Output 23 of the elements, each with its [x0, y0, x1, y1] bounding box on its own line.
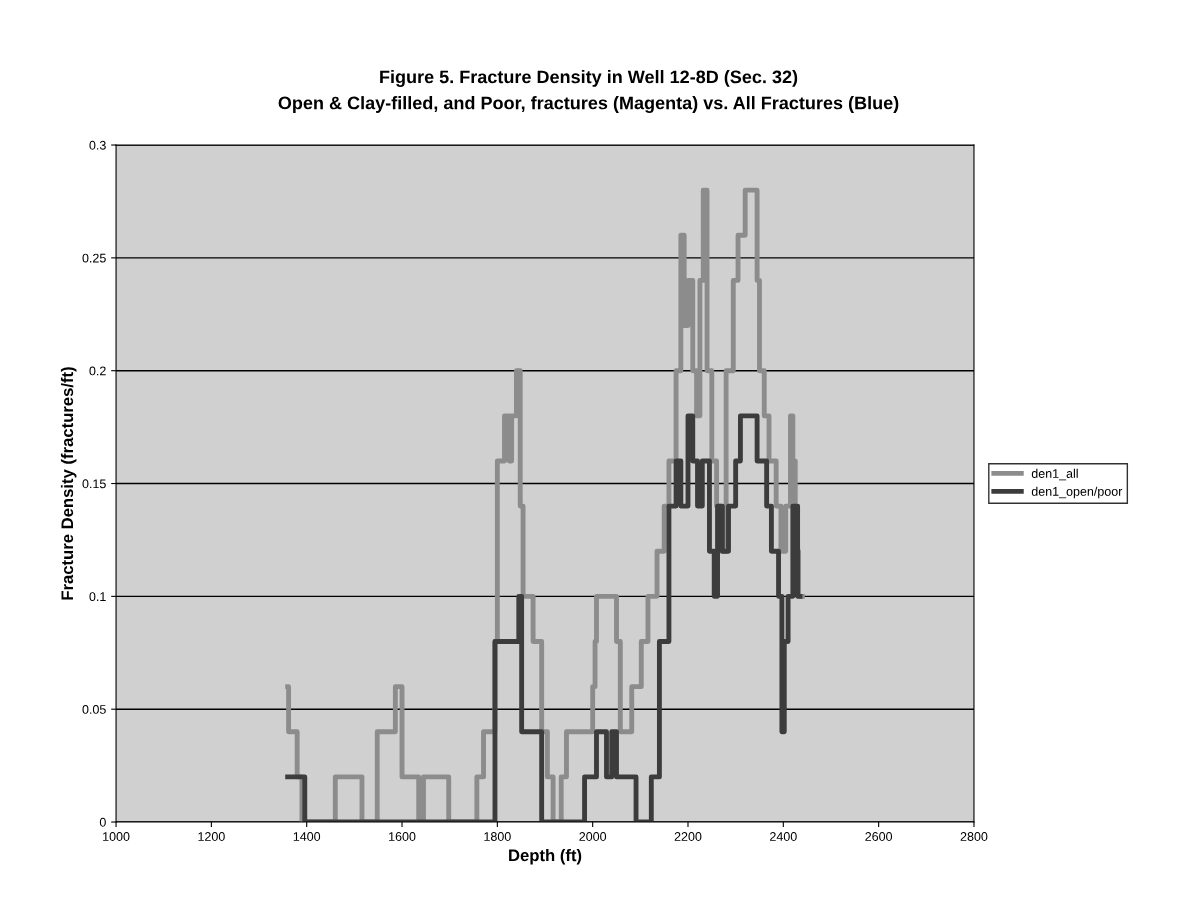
x-tick-label: 1800	[484, 832, 511, 841]
y-tick-label: 0.1	[89, 592, 106, 602]
y-tick-label: 0.15	[82, 479, 106, 489]
x-tick-label: 2600	[865, 832, 893, 841]
legend-label: den1_all	[1031, 468, 1078, 481]
y-tick-label: 0	[99, 817, 106, 827]
x-tick-label: 2400	[770, 832, 797, 841]
y-tick-label: 0.2	[89, 366, 106, 376]
x-tick-label: 1400	[293, 832, 321, 841]
x-tick-label: 2200	[674, 832, 702, 841]
y-tick-label: 0.3	[89, 140, 106, 150]
y-tick-label: 0.25	[82, 253, 106, 263]
legend-label: den1_open/poor	[1031, 486, 1123, 499]
x-axis-title: Depth (ft)	[509, 848, 582, 865]
x-tick-label: 1000	[103, 832, 130, 841]
chart-title: Figure 5. Fracture Density in Well 12-8D (Sec. 32)	[380, 70, 798, 87]
x-tick-label: 2800	[960, 832, 988, 841]
x-tick-label: 1200	[198, 832, 225, 841]
x-tick-label: 1600	[389, 832, 416, 841]
x-tick-label: 2000	[579, 832, 607, 841]
y-tick-label: 0.05	[82, 705, 106, 714]
chart-subtitle: Open & Clay-filled, and Poor, fractures (Magenta) vs. All Fractures (Blue)	[278, 96, 899, 113]
y-axis-title: Fracture Density (fractures/ft)	[60, 367, 77, 600]
